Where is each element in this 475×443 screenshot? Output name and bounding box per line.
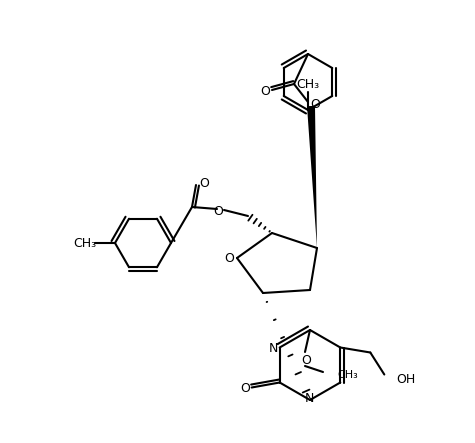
Text: OH: OH xyxy=(396,373,416,386)
Text: CH₃: CH₃ xyxy=(296,78,320,90)
Text: N: N xyxy=(304,392,314,405)
Text: N: N xyxy=(269,342,278,355)
Text: O: O xyxy=(213,205,223,218)
Text: O: O xyxy=(240,382,250,395)
Text: CH₃: CH₃ xyxy=(337,370,358,380)
Text: O: O xyxy=(224,253,234,265)
Text: O: O xyxy=(310,97,320,110)
Text: O: O xyxy=(301,354,311,366)
Text: O: O xyxy=(199,176,209,190)
Text: O: O xyxy=(260,85,270,97)
Text: CH₃: CH₃ xyxy=(74,237,96,249)
Polygon shape xyxy=(307,106,317,248)
